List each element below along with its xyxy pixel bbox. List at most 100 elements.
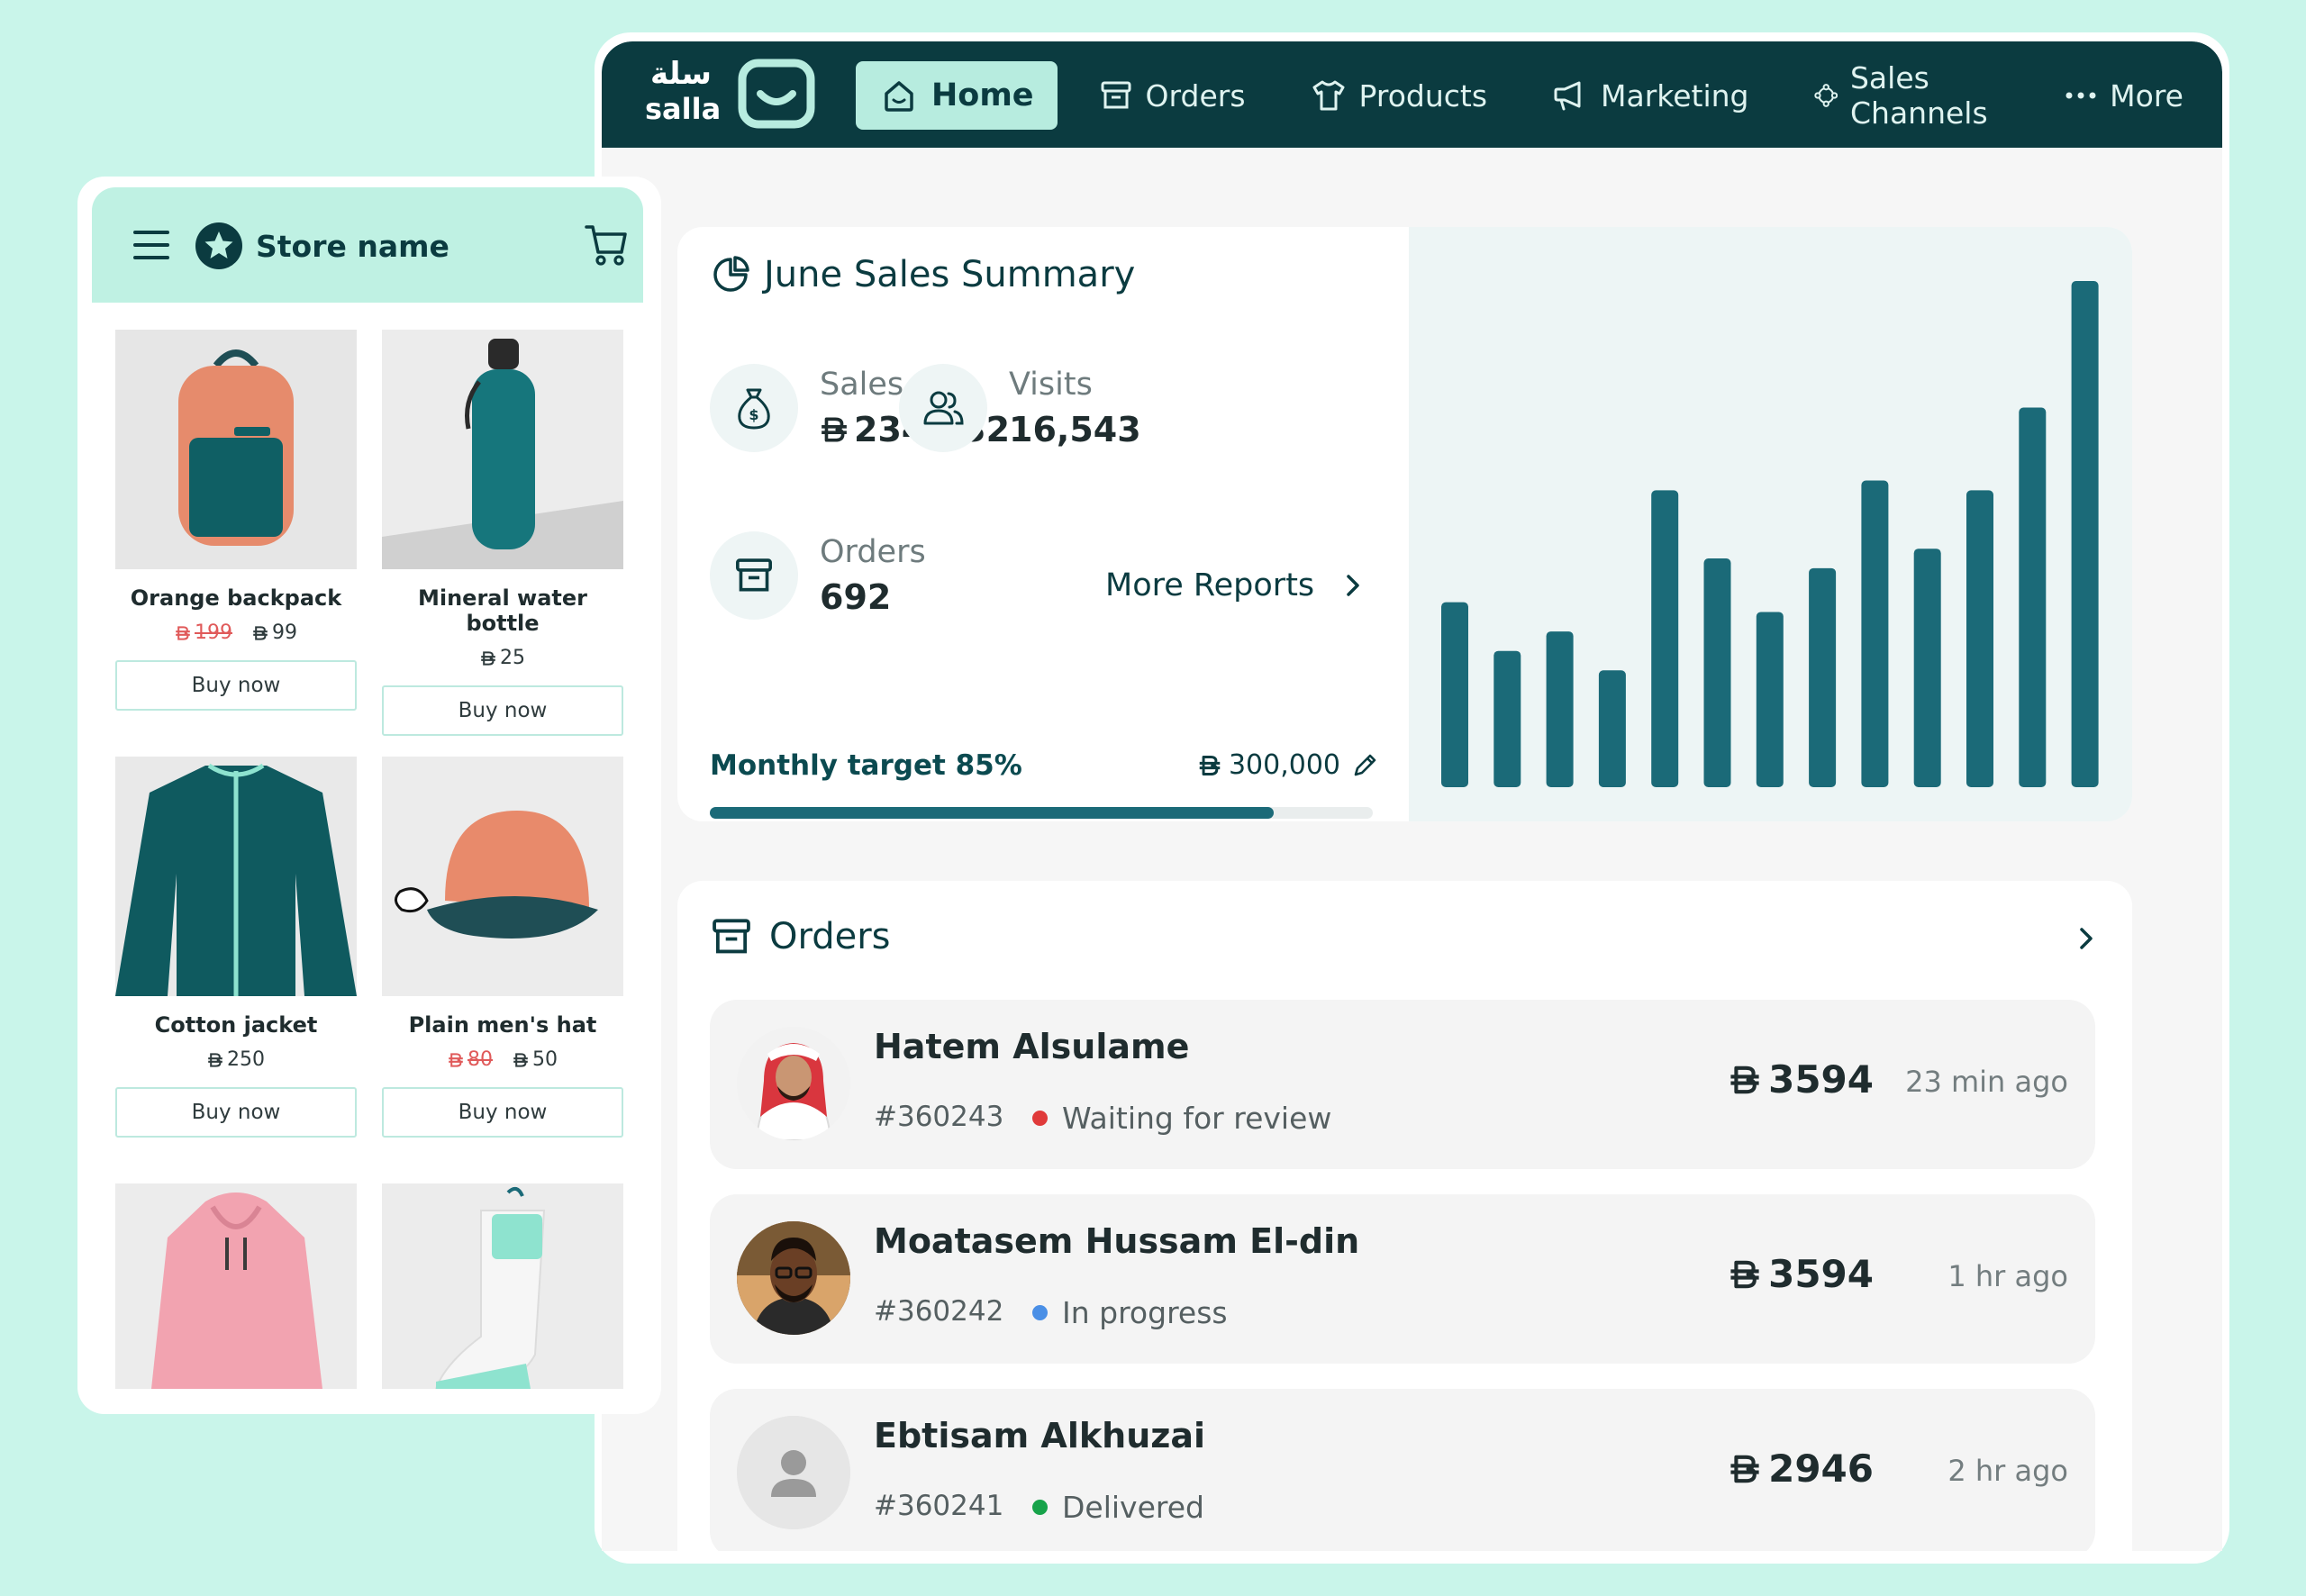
jacket-icon: [115, 757, 357, 996]
product-card: [115, 1183, 357, 1389]
avatar: [737, 1416, 850, 1529]
product-name: Orange backpack: [130, 585, 342, 611]
product-current-price: 250: [207, 1048, 265, 1071]
nav-home[interactable]: Home: [856, 61, 1058, 130]
product-card: Mineral water bottle 25 Buy now: [382, 330, 623, 736]
product-image[interactable]: [115, 1183, 357, 1389]
hamburger-menu-icon[interactable]: [132, 227, 171, 263]
stat-orders: Orders 692: [710, 531, 926, 620]
product-price-value: 99: [272, 621, 297, 644]
monthly-target-progress: [710, 807, 1373, 819]
box-icon: [713, 919, 750, 954]
more-dots-icon: [2065, 92, 2096, 99]
order-amount: 3594: [1729, 1057, 1874, 1102]
product-old-price: 199: [175, 621, 232, 644]
product-old-price: 80: [448, 1048, 493, 1071]
product-price: 250: [115, 1048, 357, 1071]
chart-bar-6: [1703, 558, 1731, 787]
riyal-icon: [1730, 1066, 1759, 1093]
order-time: 2 hr ago: [1947, 1454, 2068, 1488]
logo-text: salla: [645, 92, 722, 126]
order-row[interactable]: Ebtisam Alkhuzai #360241 Delivered 2946 …: [710, 1389, 2095, 1551]
pie-chart-icon: [713, 256, 749, 292]
riyal-icon: [513, 1052, 528, 1067]
edit-pencil-icon[interactable]: [1351, 752, 1378, 779]
order-status-text: In progress: [1062, 1295, 1228, 1330]
backpack-icon: [115, 330, 357, 569]
order-id: #360243: [874, 1101, 1004, 1133]
salla-logo[interactable]: سلة salla: [638, 56, 815, 133]
monthly-target-value: 300,000: [1228, 749, 1340, 781]
order-id: #360241: [874, 1490, 1004, 1522]
logo-bag-icon: [738, 59, 815, 129]
order-customer-name: Hatem Alsulame: [874, 1027, 1190, 1066]
nav-marketing[interactable]: Marketing: [1529, 61, 1772, 130]
order-status-text: Delivered: [1062, 1490, 1204, 1525]
more-reports-label: More Reports: [1105, 567, 1315, 603]
product-image[interactable]: [382, 1183, 623, 1389]
nav-products[interactable]: Products: [1287, 61, 1512, 130]
orders-chevron-right-icon[interactable]: [2078, 926, 2094, 951]
product-current-price: 99: [252, 621, 297, 644]
nav-sales-channels-label: Sales Channels: [1849, 60, 1988, 131]
svg-text:$: $: [749, 406, 758, 423]
order-customer-name: Moatasem Hussam El-din: [874, 1221, 1360, 1261]
nav-menu: Home Orders Products Marketing Sales Cha…: [856, 60, 2222, 131]
buy-now-button[interactable]: Buy now: [115, 1087, 357, 1138]
product-image[interactable]: [115, 757, 357, 996]
more-reports-link[interactable]: More Reports: [1105, 567, 1361, 603]
riyal-icon: [1730, 1455, 1759, 1483]
top-navbar: سلة salla Home Orders Products: [602, 41, 2222, 148]
product-price-value: 250: [227, 1048, 265, 1071]
orders-title-text: Orders: [769, 916, 891, 957]
product-image[interactable]: [382, 330, 623, 569]
store-preview-panel: Store name Orange backpack 199 99 Bu: [77, 177, 661, 1414]
riyal-icon: [176, 625, 190, 640]
chart-bar-1: [1441, 602, 1468, 787]
nav-orders[interactable]: Orders: [1076, 61, 1269, 130]
channels-icon: [1813, 84, 1838, 107]
stat-orders-icon-wrap: [710, 531, 798, 620]
product-image[interactable]: [115, 330, 357, 569]
store-star-logo-icon: [195, 222, 242, 269]
product-current-price: 25: [480, 647, 525, 669]
money-bag-icon: $: [738, 388, 770, 430]
sales-bar-chart: [1441, 281, 2099, 787]
riyal-icon: [208, 1052, 222, 1067]
product-image[interactable]: [382, 757, 623, 996]
nav-more[interactable]: More: [2041, 61, 2207, 130]
stat-sales-icon-wrap: $: [710, 364, 798, 452]
buy-now-button[interactable]: Buy now: [115, 660, 357, 711]
product-name: Plain men's hat: [408, 1012, 597, 1038]
stat-visits-label: Visits: [1009, 367, 1093, 403]
product-current-price: 50: [513, 1048, 558, 1071]
order-amount: 3594: [1729, 1252, 1874, 1296]
users-icon: [923, 391, 964, 425]
product-name: Mineral water bottle: [417, 585, 588, 636]
home-icon: [885, 81, 913, 112]
order-row[interactable]: Moatasem Hussam El-din #360242 In progre…: [710, 1194, 2095, 1364]
monthly-target-label: Monthly target 85%: [710, 749, 1022, 782]
product-price: 25: [382, 647, 623, 669]
chart-bar-9: [1861, 480, 1889, 787]
socks-icon: [382, 1183, 623, 1389]
stat-sales-label: Sales: [820, 367, 904, 403]
order-row[interactable]: Hatem Alsulame #360243 Waiting for revie…: [710, 1000, 2095, 1169]
product-card: [382, 1183, 623, 1389]
order-status-text: Waiting for review: [1062, 1101, 1332, 1136]
order-status: In progress: [1032, 1295, 1228, 1330]
cart-icon[interactable]: [584, 222, 629, 268]
water-bottle-icon: [382, 330, 623, 569]
product-price: 199 99: [115, 621, 357, 644]
riyal-icon: [481, 650, 495, 666]
product-name: Cotton jacket: [154, 1012, 318, 1038]
product-old-price-value: 80: [468, 1048, 493, 1071]
order-amount-value: 3594: [1768, 1057, 1874, 1102]
nav-sales-channels[interactable]: Sales Channels: [1791, 60, 2024, 131]
store-header: Store name: [92, 187, 643, 303]
buy-now-button[interactable]: Buy now: [382, 1087, 623, 1138]
chart-bar-4: [1598, 670, 1626, 787]
riyal-icon: [1199, 755, 1221, 775]
order-time: 23 min ago: [1905, 1065, 2068, 1099]
buy-now-button[interactable]: Buy now: [382, 685, 623, 736]
